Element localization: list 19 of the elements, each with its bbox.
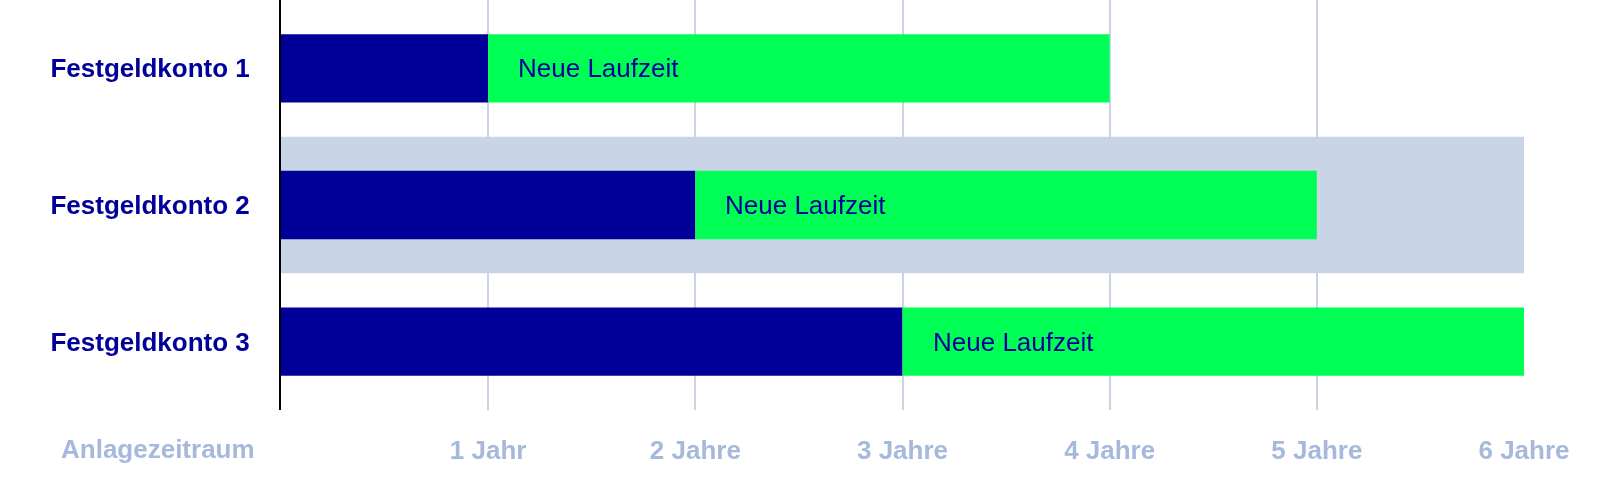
x-tick-label: 5 Jahre: [1271, 435, 1363, 465]
x-tick-label: 1 Jahr: [449, 435, 527, 465]
bar: [902, 307, 1524, 376]
x-tick-label: 2 Jahre: [649, 435, 741, 465]
bar: [281, 34, 489, 103]
x-tick-label: 4 Jahre: [1064, 435, 1156, 465]
text: Neue Laufzeit: [725, 190, 886, 220]
text: Neue Laufzeit: [518, 53, 679, 83]
x-axis-title: Anlagezeitraum: [61, 434, 255, 464]
y-tick-label: Festgeldkonto 3: [50, 326, 250, 357]
x-tick-label: 6 Jahre: [1478, 435, 1570, 465]
x-tick-label: 3 Jahre: [856, 435, 949, 465]
bar: [488, 34, 1110, 103]
bar: [695, 170, 1317, 240]
y-tick-label: Festgeldkonto 1: [50, 53, 250, 84]
bar: [281, 307, 903, 376]
series-label: Neue Laufzeit: [933, 327, 1095, 357]
bar: [281, 170, 696, 240]
y-tick-label: Festgeldkonto 2: [50, 190, 250, 221]
